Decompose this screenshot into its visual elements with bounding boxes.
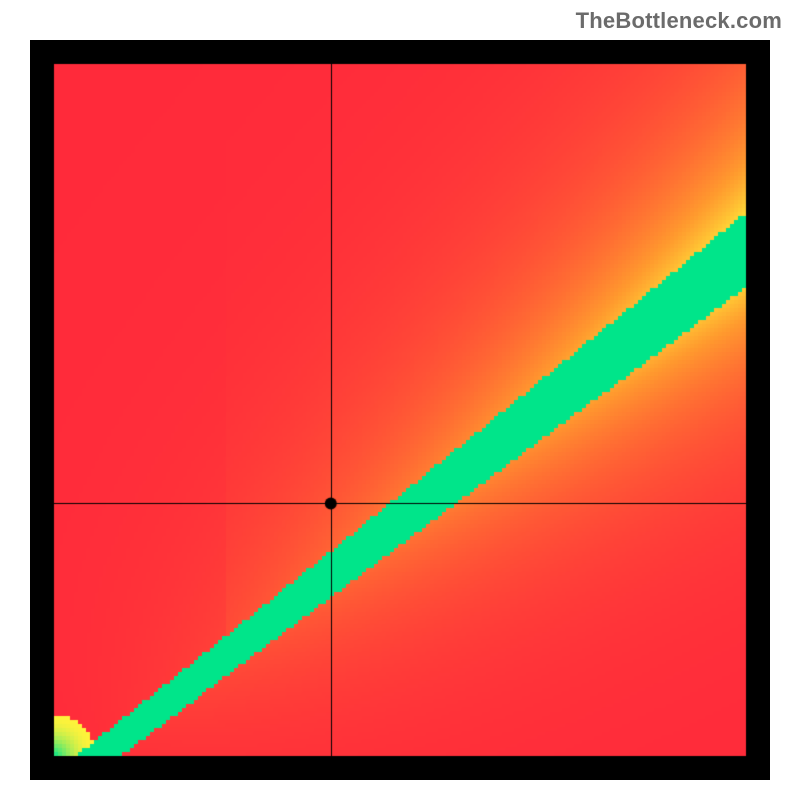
heatmap-canvas [30, 40, 770, 780]
heatmap-plot [30, 40, 770, 780]
attribution-text: TheBottleneck.com [576, 8, 782, 34]
chart-container: TheBottleneck.com [0, 0, 800, 800]
